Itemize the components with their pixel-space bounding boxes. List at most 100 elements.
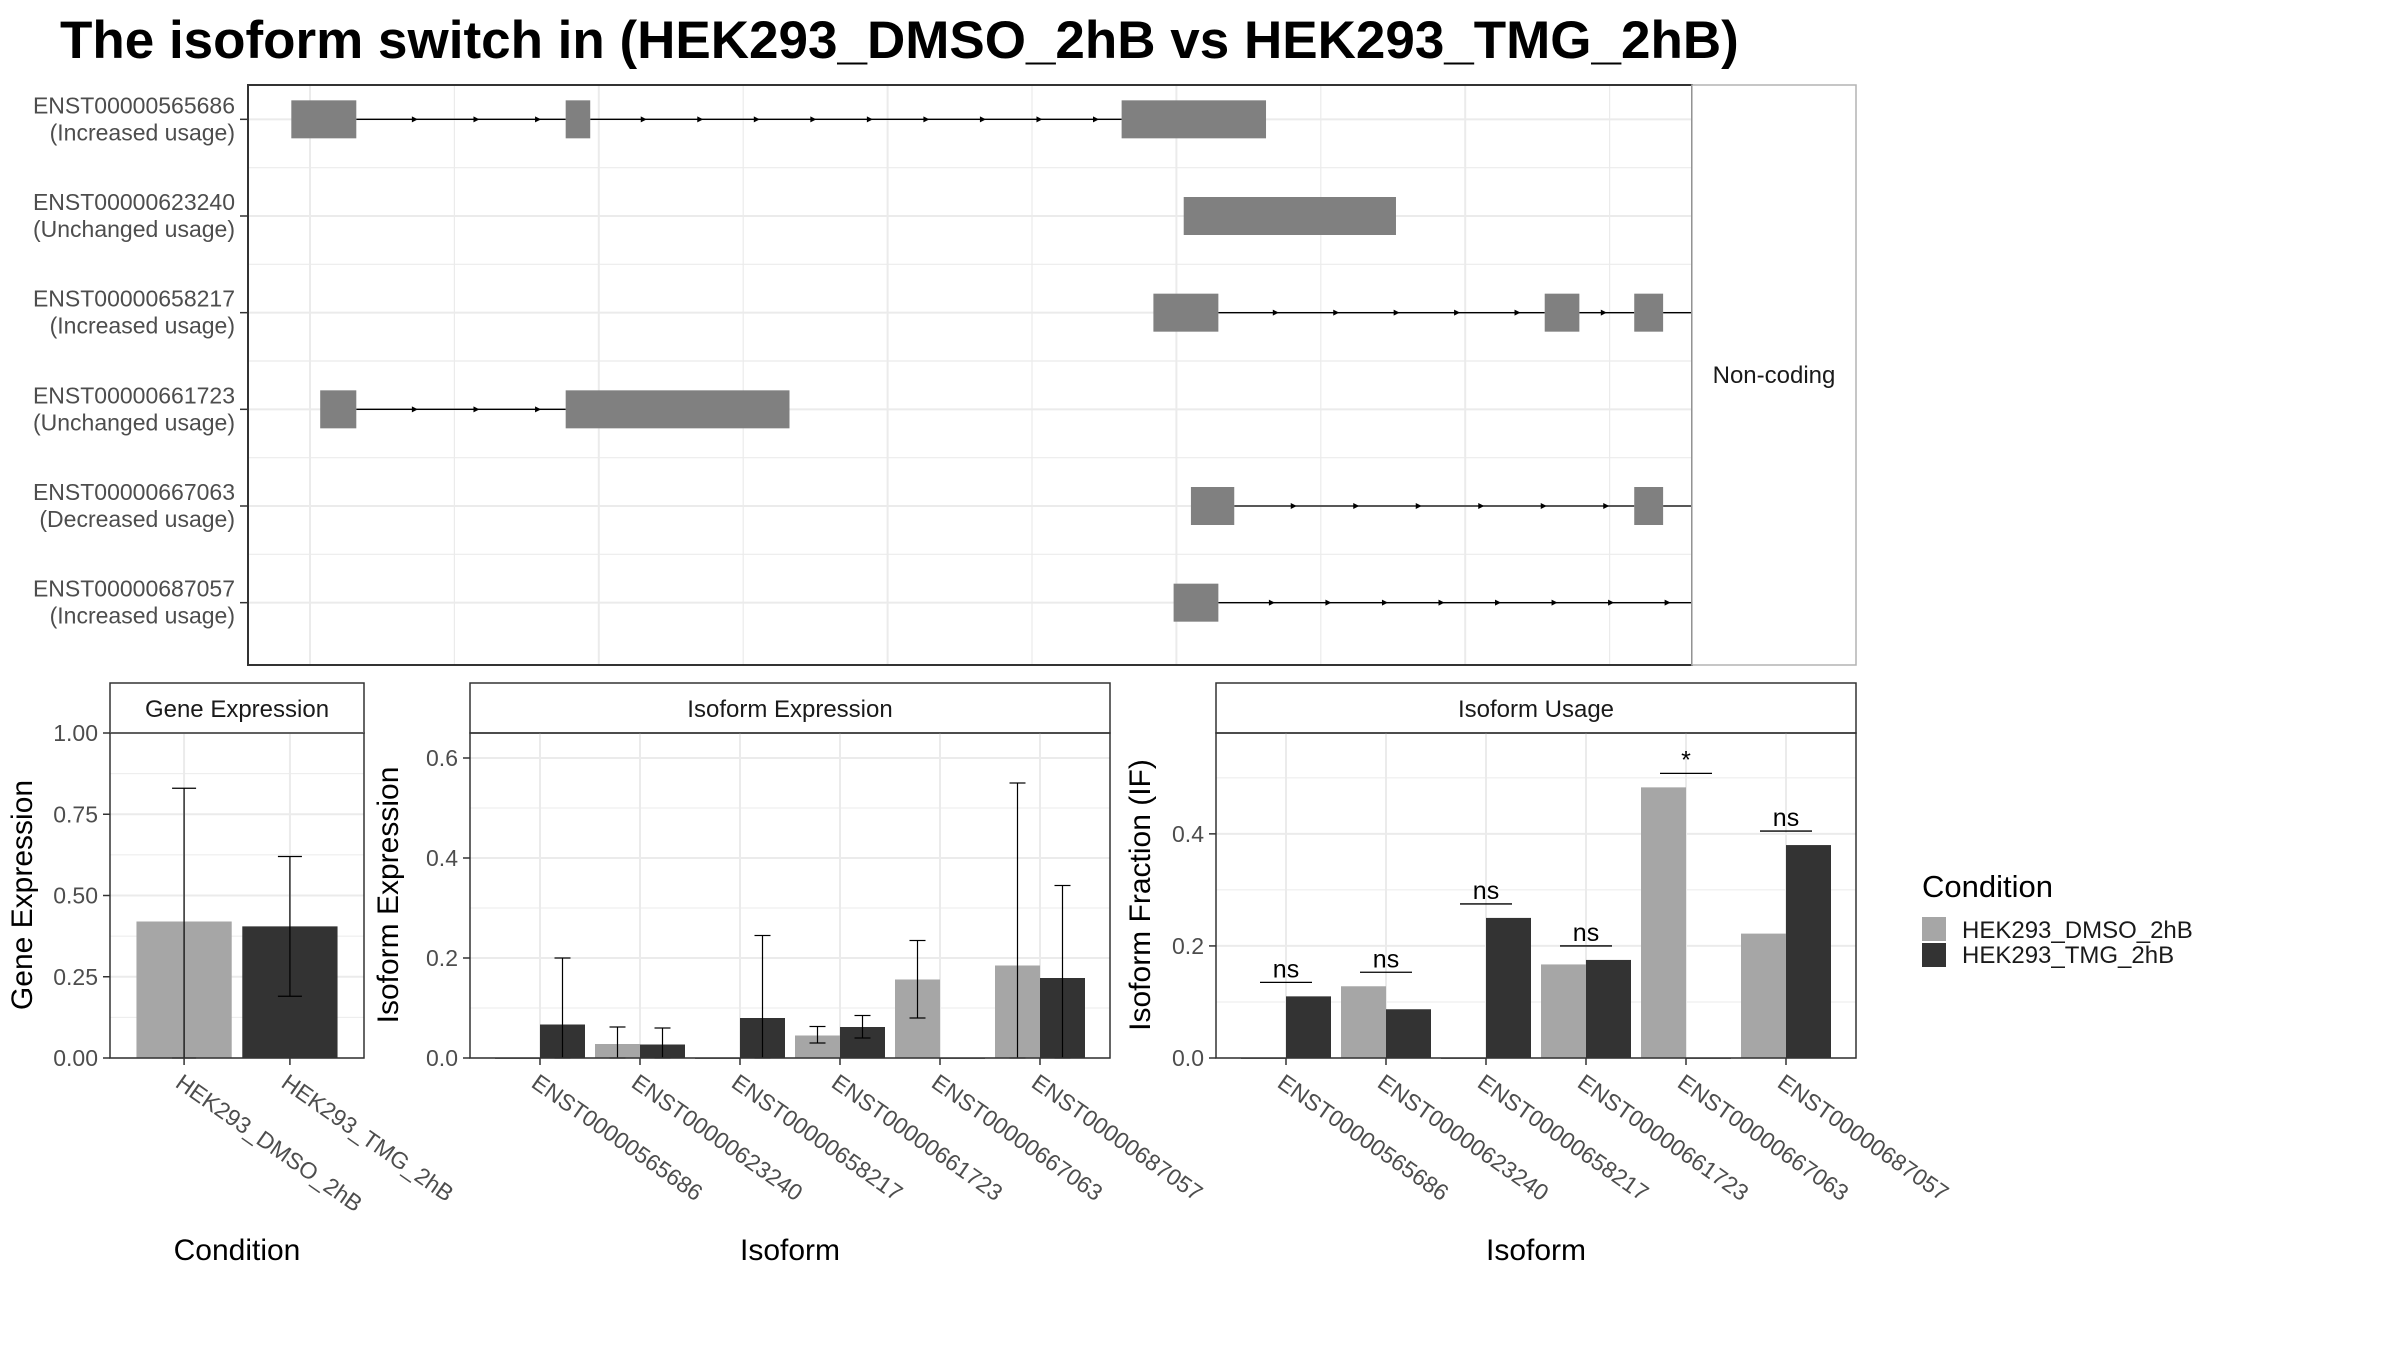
gene-expression-xlabel: Condition [174,1234,301,1267]
isoform-usage-ytick-label: 0.0 [1172,1045,1204,1071]
gene-expression-xtick-label: HEK293_TMG_2hB [277,1069,458,1207]
transcript-usage-label: (Increased usage) [50,603,235,629]
exon [1173,583,1219,622]
intron-arrow [640,116,647,123]
intron-arrow [535,406,542,413]
exon [1634,487,1664,525]
isoform-usage-xtick-label: ENST00000661723 [1573,1069,1753,1206]
gene-expression-ytick-label: 1.00 [53,720,98,746]
isoform-usage-bar [1586,959,1631,1058]
isoform-expression-xtick-label: ENST00000623240 [627,1069,807,1206]
gene-expression-ytick-label: 0.50 [53,883,98,909]
intron-arrow [535,116,542,123]
isoform-usage-sig-label: * [1681,746,1691,774]
legend: Condition HEK293_DMSO_2hB HEK293_TMG_2hB [1922,869,2193,969]
intron-arrow [1664,599,1671,606]
intron-arrow [1325,599,1332,606]
exon [565,100,591,139]
intron-arrow [1093,116,1100,123]
isoform-expression-xtick-label: ENST00000565686 [527,1069,707,1206]
exon [1121,100,1267,139]
isoform-expression-panel: Isoform Expression 0.0 0.2 0.4 0.6 ENST00000… [372,682,1208,1267]
isoform-usage-sig-label: ns [1273,955,1299,983]
intron-arrow [1438,599,1445,606]
gene-expression-bars [136,787,338,1059]
transcript-label: ENST00000623240 [33,189,235,215]
gene-expression-xtick-label: HEK293_DMSO_2hB [171,1069,367,1217]
exon [1153,293,1219,332]
isoform-expression-xtick-label: ENST00000661723 [827,1069,1007,1206]
isoform-usage-xtick-label: ENST00000658217 [1473,1069,1653,1206]
intron-arrow [1514,309,1521,316]
isoform-expression-xtick-label: ENST00000687057 [1027,1069,1207,1206]
transcript-label: ENST00000661723 [33,382,235,408]
exon [1190,487,1235,525]
legend-title: Condition [1922,869,2053,904]
structure-grid [248,85,1692,665]
isoform-usage-xtick-label: ENST00000687057 [1773,1069,1953,1206]
isoform-expression-ytick-label: 0.6 [426,745,458,771]
intron-arrow [1415,503,1422,509]
intron-arrow [1393,309,1400,316]
structure-strip-label: Non-coding [1713,362,1836,389]
isoform-usage-ylabel: Isoform Fraction (IF) [1124,759,1157,1031]
isoform-expression-ylabel: Isoform Expression [372,767,405,1024]
intron-arrow [810,116,817,123]
transcript-label: ENST00000565686 [33,92,235,118]
structure-panel-border [247,84,1693,666]
transcript-labels: ENST00000565686 (Increased usage) ENST0000… [33,92,248,629]
transcript-track [291,100,1267,139]
intron-arrow [1495,599,1502,606]
isoform-expression-strip [469,682,1111,734]
intron-arrow [1600,309,1607,316]
legend-label-dmso: HEK293_DMSO_2hB [1962,917,2193,944]
isoform-usage-bar [1641,787,1686,1058]
isoform-expression-strip-label: Isoform Expression [687,696,892,723]
intron-arrow [1290,503,1297,509]
transcript-usage-label: (Unchanged usage) [33,409,235,435]
intron-arrow [1454,309,1461,316]
isoform-usage-xtick-label: ENST00000667063 [1673,1069,1853,1206]
isoform-usage-border [1215,732,1857,1059]
isoform-usage-bar [1741,933,1786,1058]
gene-expression-ytick-label: 0.25 [53,964,98,990]
transcript-track [1183,197,1396,235]
transcript-usage-label: (Unchanged usage) [33,216,235,242]
intron-arrow [411,406,418,413]
transcript-track [320,390,790,429]
intron-arrow [753,116,760,123]
exon [565,390,790,429]
isoform-expression-xtick-label: ENST00000667063 [927,1069,1107,1206]
transcript-structure-panel: ENST00000565686 (Increased usage) ENST0000… [33,84,1857,666]
isoform-usage-xtick-label: ENST00000623240 [1373,1069,1553,1206]
isoform-usage-sig-label: ns [1373,945,1399,973]
exon [1634,293,1664,332]
intron-arrow [1608,599,1615,606]
isoform-usage-strip-label: Isoform Usage [1458,696,1614,723]
isoform-usage-bar [1386,1009,1431,1058]
isoform-usage-panel: Isoform Usage ns ns ns ns * ns 0.0 0.2 0.4 ENST0… [1124,682,1954,1267]
gene-expression-ylabel: Gene Expression [6,780,39,1010]
isoform-usage-ytick-label: 0.2 [1172,933,1204,959]
exon [1183,197,1396,235]
intron-arrow [1353,503,1360,509]
isoform-usage-sig-label: ns [1573,919,1599,947]
isoform-usage-sig-label: ns [1473,877,1499,905]
legend-swatch-dmso [1922,917,1946,941]
gene-expression-ytick-label: 0.75 [53,801,98,827]
isoform-usage-bar [1541,964,1586,1058]
exon [291,100,357,139]
isoform-usage-bar [1486,917,1531,1058]
isoform-expression-ytick-label: 0.4 [426,845,458,871]
transcript-usage-label: (Increased usage) [50,313,235,339]
exon [1544,293,1580,332]
intron-arrow [1478,503,1485,509]
intron-arrow [923,116,930,123]
isoform-expression-ytick-label: 0.2 [426,945,458,971]
isoform-usage-ytick-label: 0.4 [1172,821,1204,847]
gene-expression-strip-label: Gene Expression [145,696,329,723]
intron-arrow [473,116,480,123]
page-title: The isoform switch in (HEK293_DMSO_2hB v… [60,11,1739,70]
isoform-expression-xtick-label: ENST00000658217 [727,1069,907,1206]
